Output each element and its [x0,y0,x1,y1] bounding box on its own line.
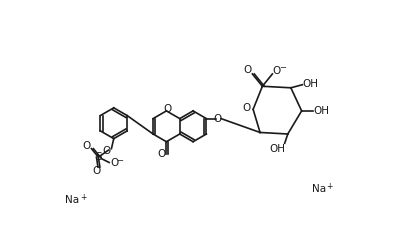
Text: OH: OH [269,144,285,154]
Text: O: O [110,158,119,168]
Text: O: O [92,166,100,176]
Text: O: O [164,104,172,114]
Text: −: − [279,63,286,72]
Text: O: O [103,146,111,156]
Text: OH: OH [313,106,329,116]
Text: S: S [95,152,102,162]
Text: O: O [243,103,251,113]
Text: O: O [83,141,91,151]
Text: O: O [157,149,165,159]
Text: +: + [326,182,333,191]
Text: −: − [116,156,123,165]
Text: OH: OH [302,79,318,89]
Text: O: O [214,114,222,124]
Text: Na: Na [65,195,79,205]
Text: +: + [80,193,86,202]
Text: O: O [244,65,252,75]
Text: Na: Na [312,184,326,194]
Text: O: O [272,66,280,76]
